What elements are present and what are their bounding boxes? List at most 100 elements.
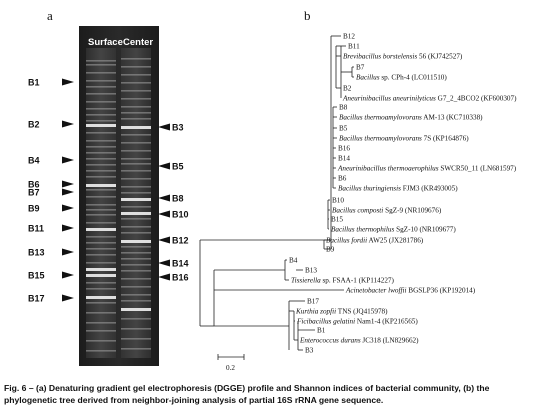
gel-band [86, 262, 116, 264]
tree-leaf-label: B4 [289, 257, 298, 265]
gel-band [121, 186, 151, 188]
gel-marker-label: B14 [172, 259, 189, 269]
gel-band [86, 302, 116, 304]
gel-band [86, 184, 116, 187]
tree-leaf-label: Tissierella sp. FSAA-1 (KP114227) [291, 277, 395, 285]
gel-marker-label: B16 [172, 273, 189, 283]
gel-band [121, 150, 151, 152]
gel-band [86, 93, 116, 95]
gel-band [86, 114, 116, 116]
gel-band [121, 66, 151, 68]
tree-leaf-labels: B12 B11 Brevibacillus borstelensis 56 (KJ7… [289, 33, 517, 355]
tree-leaf-label: Ficibacillus gelatini Nam1-4 (KP216565) [296, 318, 418, 326]
gel-band [86, 274, 116, 277]
gel-band [86, 72, 116, 74]
gel-marker-label: B4 [28, 156, 40, 166]
gel-band [121, 58, 151, 60]
tree-leaf-label: Bacillus thuringiensis FJM3 (KR493005) [338, 185, 458, 193]
tree-leaf-label: B16 [338, 145, 350, 153]
gel-band [86, 146, 116, 148]
marker-arrow-icon [62, 294, 74, 302]
gel-band [86, 132, 116, 134]
gel-band [86, 176, 116, 178]
tree-leaf-label: Enterococcus durans JC318 (LN829662) [299, 337, 419, 345]
gel-marker-label: B5 [172, 162, 184, 172]
gel-band [121, 212, 151, 215]
lane-center [121, 48, 151, 358]
gel-band [121, 163, 151, 165]
marker-arrow-icon [62, 180, 74, 188]
tree-leaf-label: B10 [332, 197, 344, 205]
gel-band [121, 170, 151, 172]
gel-band [86, 170, 116, 172]
gel-band [86, 296, 116, 299]
gel-band [121, 294, 151, 296]
tree-branches [199, 35, 354, 351]
marker-arrow-icon [62, 188, 74, 196]
gel-marker-label: B12 [172, 236, 189, 246]
panel-a-letter: a [47, 8, 53, 23]
gel-band [121, 158, 151, 160]
gel-band [121, 240, 151, 243]
gel-band [86, 312, 116, 314]
tree-leaf-label: B15 [331, 216, 343, 224]
gel-band [121, 134, 151, 136]
gel-band [86, 152, 116, 154]
marker-arrow-icon [158, 123, 170, 131]
tree-leaf-label: Bacillus thermoamylovorans AM-13 (KC7103… [339, 114, 483, 122]
gel-band [121, 318, 151, 320]
gel-band [86, 140, 116, 142]
gel-band [86, 254, 116, 256]
gel-band [86, 80, 116, 82]
gel-band [121, 112, 151, 114]
gel-band [86, 222, 116, 224]
gel-marker-label: B7 [28, 188, 40, 198]
gel-band [86, 209, 116, 211]
tree-leaf-label: Bacillus composti SgZ-9 (NR109676) [332, 207, 442, 215]
scale-bar: 0.2 [217, 354, 245, 372]
tree-leaf-label: B3 [305, 347, 314, 355]
gel-band [86, 196, 116, 198]
panel-b-letter: b [304, 8, 311, 23]
tree-leaf-label: B11 [348, 43, 360, 51]
marker-arrow-icon [62, 120, 74, 128]
lane-label-center: Center [123, 37, 153, 48]
figure-caption: Fig. 6 – (a) Denaturing gradient gel ele… [4, 383, 550, 406]
tree-leaf-label: Bacillus fordii AW25 (JX281786) [326, 237, 424, 245]
gel-band [86, 124, 116, 127]
gel-band [121, 74, 151, 76]
gel-band [86, 189, 116, 191]
marker-arrow-icon [158, 259, 170, 267]
tree-leaf-label: B2 [343, 85, 352, 93]
gel-band [86, 64, 116, 66]
gel-band [86, 228, 116, 231]
gel-band [86, 242, 116, 244]
tree-leaf-label: B12 [343, 33, 355, 41]
gel-marker-label: B10 [172, 210, 189, 220]
tree-leaf-label: Aneurinibacillus thermoaerophilus SWCR50… [337, 165, 517, 173]
tree-leaf-label: B14 [338, 155, 350, 163]
gel-band [86, 248, 116, 250]
gel-band [86, 164, 116, 166]
marker-arrow-icon [158, 273, 170, 281]
gel-band [86, 86, 116, 88]
tree-leaf-label: B7 [356, 64, 365, 72]
gel-band [121, 198, 151, 201]
gel-band [121, 206, 151, 208]
gel-band [121, 252, 151, 254]
gel-band [86, 204, 116, 206]
gel-marker-label: B9 [28, 204, 40, 214]
gel-marker-label: B17 [28, 294, 45, 304]
gel-band [121, 126, 151, 129]
caption-line-2: phylogenetic tree derived from neighbor-… [4, 394, 384, 405]
gel-marker-label: B6 [28, 180, 40, 190]
gel-band [86, 101, 116, 103]
gel-marker-label: B2 [28, 120, 40, 130]
gel-marker-label: B3 [172, 123, 184, 133]
gel-band [86, 282, 116, 284]
tree-leaf-label: B6 [338, 175, 347, 183]
gel-band [121, 300, 151, 302]
